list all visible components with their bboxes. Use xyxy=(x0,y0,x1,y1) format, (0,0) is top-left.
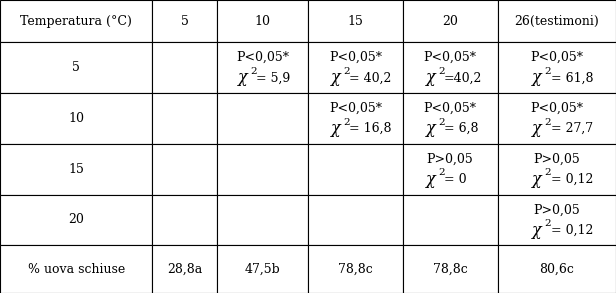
Bar xyxy=(0,42,152,93)
Text: 5: 5 xyxy=(72,61,80,74)
Text: P>0,05: P>0,05 xyxy=(427,153,474,166)
Text: χ: χ xyxy=(426,120,436,137)
Bar xyxy=(308,0,403,42)
Text: 2: 2 xyxy=(545,117,551,127)
Bar xyxy=(152,93,217,144)
Bar xyxy=(403,0,498,42)
Text: 2: 2 xyxy=(545,67,551,76)
Text: 78,8c: 78,8c xyxy=(338,263,373,276)
Text: 2: 2 xyxy=(343,67,350,76)
Text: χ: χ xyxy=(426,69,436,86)
Text: χ: χ xyxy=(532,222,542,239)
Text: 2: 2 xyxy=(438,168,445,177)
Text: = 0,12: = 0,12 xyxy=(551,224,593,237)
Text: 28,8a: 28,8a xyxy=(167,263,202,276)
Bar xyxy=(217,42,308,93)
Bar xyxy=(403,195,498,245)
Bar xyxy=(217,144,308,195)
Text: =40,2: =40,2 xyxy=(444,71,482,84)
Text: 26(testimoni): 26(testimoni) xyxy=(514,15,599,28)
Text: 2: 2 xyxy=(438,117,445,127)
Bar xyxy=(498,42,616,93)
Text: 47,5b: 47,5b xyxy=(245,263,280,276)
Bar xyxy=(498,0,616,42)
Text: P<0,05*: P<0,05* xyxy=(530,102,583,115)
Bar xyxy=(217,93,308,144)
Text: P>0,05: P>0,05 xyxy=(533,203,580,216)
Text: 80,6c: 80,6c xyxy=(540,263,574,276)
Bar xyxy=(308,42,403,93)
Bar xyxy=(308,195,403,245)
Bar xyxy=(498,195,616,245)
Text: 2: 2 xyxy=(545,168,551,177)
Bar xyxy=(217,195,308,245)
Text: % uova schiuse: % uova schiuse xyxy=(28,263,125,276)
Bar xyxy=(0,245,152,293)
Text: = 5,9: = 5,9 xyxy=(256,71,290,84)
Bar xyxy=(152,144,217,195)
Text: 20: 20 xyxy=(442,15,458,28)
Text: = 16,8: = 16,8 xyxy=(349,122,392,135)
Text: P<0,05*: P<0,05* xyxy=(424,51,477,64)
Text: P>0,05: P>0,05 xyxy=(533,153,580,166)
Text: = 0: = 0 xyxy=(444,173,466,186)
Bar xyxy=(308,245,403,293)
Text: 15: 15 xyxy=(68,163,84,176)
Bar xyxy=(403,42,498,93)
Text: 10: 10 xyxy=(68,112,84,125)
Text: 2: 2 xyxy=(250,67,257,76)
Bar xyxy=(0,0,152,42)
Bar xyxy=(308,93,403,144)
Bar xyxy=(0,195,152,245)
Text: P<0,05*: P<0,05* xyxy=(424,102,477,115)
Text: 20: 20 xyxy=(68,214,84,226)
Bar xyxy=(403,93,498,144)
Text: 2: 2 xyxy=(545,219,551,228)
Bar xyxy=(152,195,217,245)
Text: χ: χ xyxy=(532,69,542,86)
Bar xyxy=(217,0,308,42)
Text: P<0,05*: P<0,05* xyxy=(329,51,382,64)
Text: 78,8c: 78,8c xyxy=(433,263,468,276)
Text: = 61,8: = 61,8 xyxy=(551,71,593,84)
Bar xyxy=(152,0,217,42)
Bar xyxy=(403,144,498,195)
Bar xyxy=(0,93,152,144)
Text: = 27,7: = 27,7 xyxy=(551,122,593,135)
Text: χ: χ xyxy=(331,69,341,86)
Bar xyxy=(498,93,616,144)
Bar xyxy=(308,144,403,195)
Text: = 6,8: = 6,8 xyxy=(444,122,479,135)
Text: χ: χ xyxy=(238,69,248,86)
Text: P<0,05*: P<0,05* xyxy=(236,51,289,64)
Text: 2: 2 xyxy=(438,67,445,76)
Text: P<0,05*: P<0,05* xyxy=(329,102,382,115)
Text: χ: χ xyxy=(331,120,341,137)
Text: 10: 10 xyxy=(254,15,270,28)
Text: χ: χ xyxy=(532,120,542,137)
Bar xyxy=(403,245,498,293)
Bar xyxy=(498,144,616,195)
Bar xyxy=(152,42,217,93)
Bar xyxy=(217,245,308,293)
Text: Temperatura (°C): Temperatura (°C) xyxy=(20,15,132,28)
Text: χ: χ xyxy=(426,171,436,188)
Text: 15: 15 xyxy=(347,15,363,28)
Text: = 0,12: = 0,12 xyxy=(551,173,593,186)
Bar xyxy=(152,245,217,293)
Text: 5: 5 xyxy=(180,15,188,28)
Bar xyxy=(498,245,616,293)
Text: = 40,2: = 40,2 xyxy=(349,71,392,84)
Text: P<0,05*: P<0,05* xyxy=(530,51,583,64)
Text: 2: 2 xyxy=(343,117,350,127)
Text: χ: χ xyxy=(532,171,542,188)
Bar xyxy=(0,144,152,195)
